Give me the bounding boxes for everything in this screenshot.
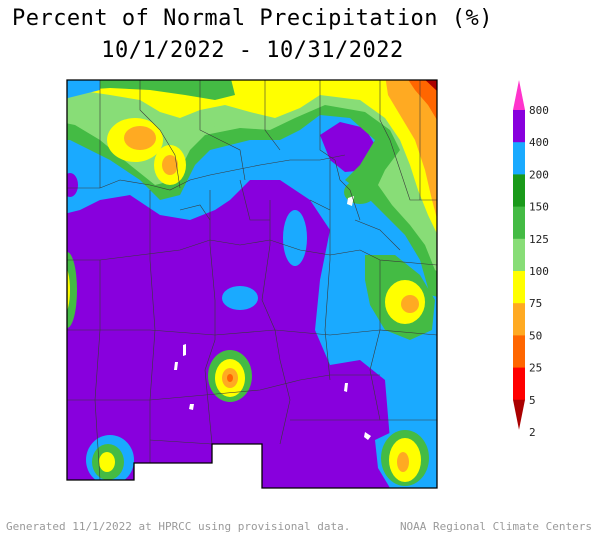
legend-label: 400	[529, 136, 549, 149]
water-spot	[189, 404, 194, 410]
blob-yellow-sw	[99, 452, 115, 472]
blob-green-west	[67, 252, 77, 328]
legend-swatch	[513, 206, 525, 240]
blob-orange-east	[401, 295, 419, 313]
legend-swatch	[513, 174, 525, 208]
legend-swatch	[513, 271, 525, 304]
legend-label: 2	[529, 426, 536, 439]
footer-generated-note: Generated 11/1/2022 at HPRCC using provi…	[6, 520, 351, 533]
map-title-line2: 10/1/2022 - 10/31/2022	[101, 38, 404, 63]
zone-2-5	[420, 80, 437, 100]
legend-swatch	[513, 303, 525, 336]
legend-label: 150	[529, 201, 549, 214]
legend-label: 800	[529, 104, 549, 117]
water-spot	[344, 383, 348, 392]
zone-25-50	[405, 80, 437, 140]
water-spot	[364, 432, 371, 440]
zone-50-75	[385, 80, 437, 240]
blob-orange-nw	[124, 126, 156, 150]
water-spot	[183, 344, 186, 356]
blob-blue-center	[283, 210, 307, 266]
zone-125-top	[67, 80, 235, 100]
legend-label: 200	[529, 168, 549, 181]
zone-blue-nw	[67, 80, 100, 100]
county-boundaries	[67, 80, 437, 481]
legend-swatch	[513, 110, 525, 143]
legend-label: 125	[529, 233, 549, 246]
legend-swatch	[513, 142, 525, 175]
state-boundary	[66, 79, 438, 489]
legend-label: 50	[529, 329, 542, 342]
map-title-line1: Percent of Normal Precipitation (%)	[11, 6, 494, 31]
water-spot	[174, 362, 178, 370]
zone-100-125	[67, 80, 437, 280]
legend-label: 75	[529, 297, 542, 310]
blob-orange-se	[397, 452, 409, 472]
footer-source: NOAA Regional Climate Centers	[399, 520, 592, 533]
legend-label: 25	[529, 362, 542, 375]
blob-orange-nw2	[162, 155, 178, 175]
blob-blue-center2	[222, 286, 258, 310]
legend-swatch	[513, 335, 525, 369]
blob-red-center	[227, 374, 233, 382]
legend-label: 5	[529, 394, 536, 407]
legend-arrow-bottom	[513, 399, 525, 430]
water-spot	[347, 196, 354, 206]
legend-label: 100	[529, 265, 549, 278]
legend-swatch	[513, 238, 525, 272]
legend-swatch	[513, 367, 525, 401]
blob-purple-west	[67, 173, 78, 197]
legend-arrow-top	[513, 80, 525, 110]
